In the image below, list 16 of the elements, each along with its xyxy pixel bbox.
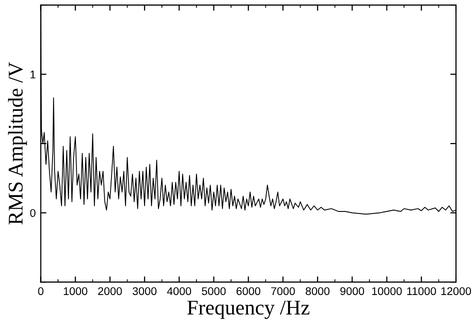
x-tick-label: 4000 xyxy=(167,287,192,296)
y-tick-label: 1 xyxy=(30,70,36,78)
x-tick-label: 9000 xyxy=(340,287,364,296)
x-tick-label: 5000 xyxy=(202,287,226,296)
x-tick-label: 12000 xyxy=(441,287,472,296)
x-tick-label: 0 xyxy=(38,287,44,296)
x-tick-label: 10000 xyxy=(372,287,402,296)
x-axis-title: Frequency /Hz xyxy=(187,300,310,319)
x-tick-label: 7000 xyxy=(271,287,295,296)
y-axis-title: RMS Amplitude /V xyxy=(8,62,27,225)
x-tick-label: 8000 xyxy=(306,287,330,296)
x-tick-label: 11000 xyxy=(407,287,436,296)
x-tick-label: 3000 xyxy=(132,287,156,296)
x-tick-label: 2000 xyxy=(98,287,122,296)
x-tick-label: 1000 xyxy=(64,287,88,296)
x-tick-label: 6000 xyxy=(236,287,260,296)
